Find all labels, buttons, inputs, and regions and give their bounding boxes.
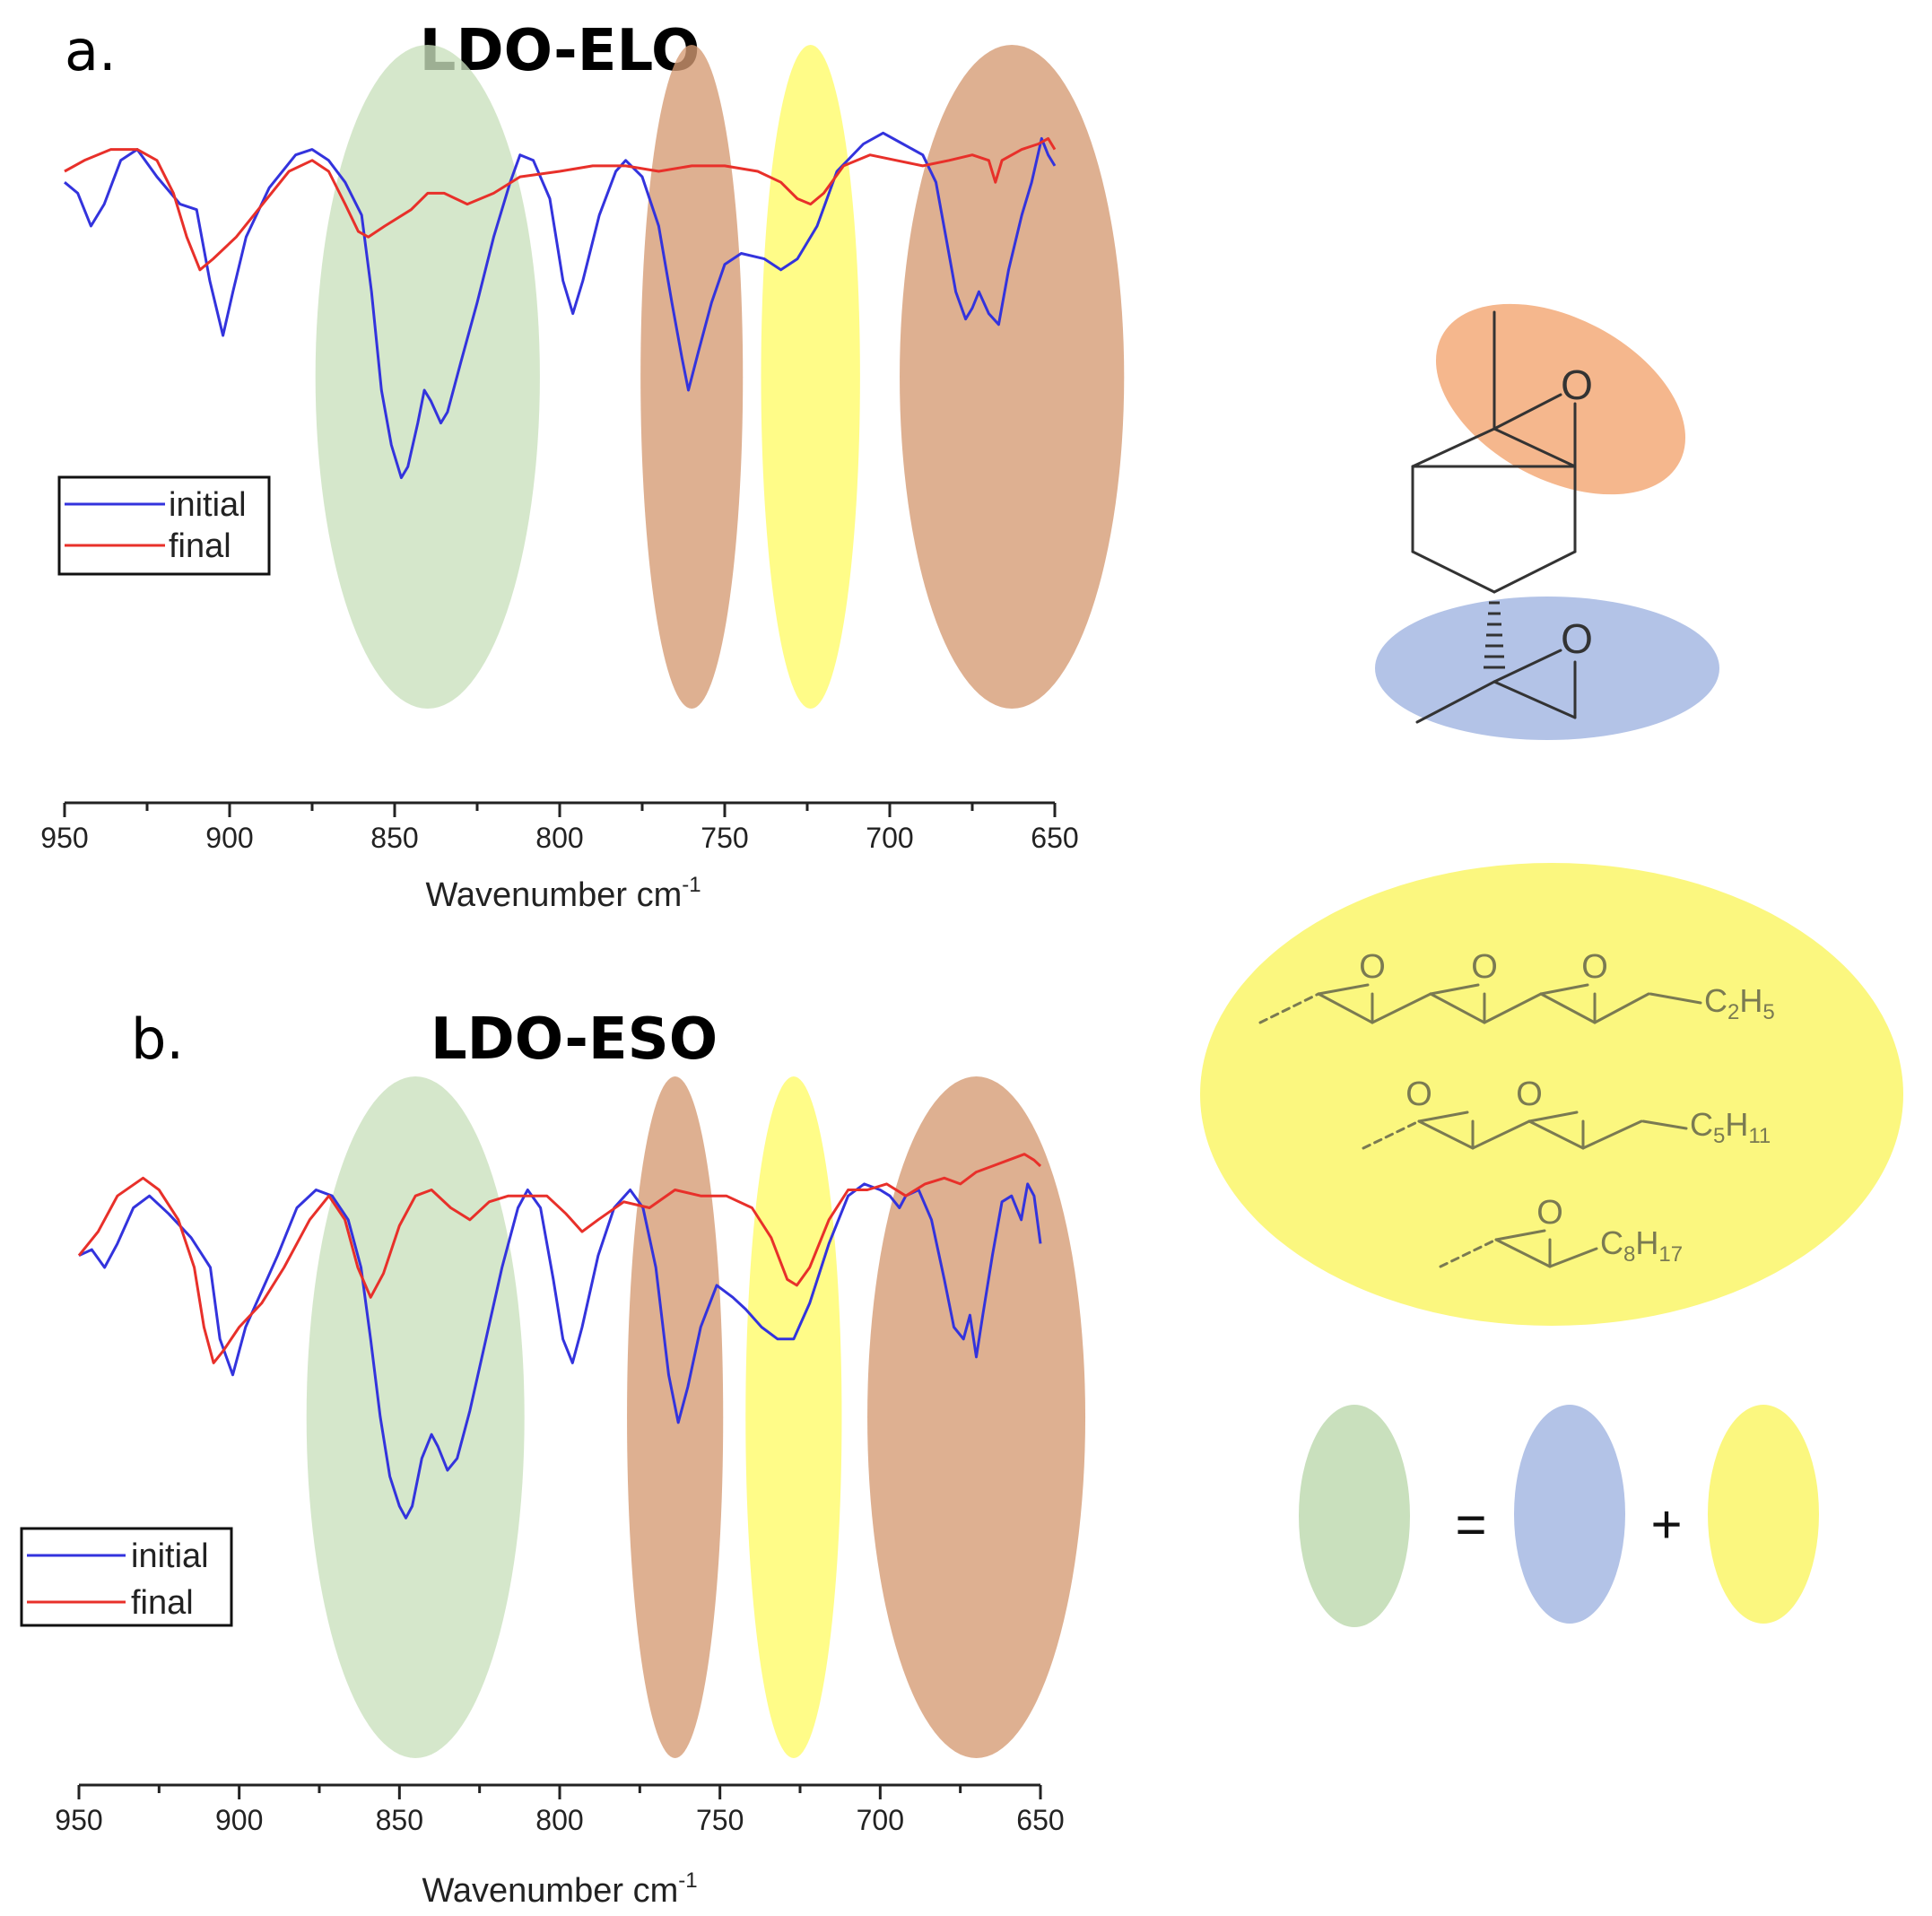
x-tick-label: 900 <box>205 822 253 854</box>
x-tick-label: 650 <box>1031 822 1078 854</box>
series-line-final <box>77 1153 1042 1364</box>
highlight-region-brown-4 <box>867 1076 1086 1758</box>
equation-equals: = <box>1455 1494 1486 1555</box>
equation-plus: + <box>1650 1494 1682 1555</box>
panel-b-label: b. <box>131 1006 184 1072</box>
panel-a: a. LDO-ELO 950 900 850 800 750 700 650 Wavenum… <box>40 18 1125 914</box>
series-line-initial <box>64 131 1057 480</box>
formula-c2h5: C2H5 <box>1704 982 1775 1024</box>
panel-a-series <box>64 131 1057 480</box>
x-tick-label: 650 <box>1016 1804 1064 1836</box>
legend-box <box>20 1527 233 1627</box>
panel-b-legend: initial final <box>20 1527 233 1627</box>
formula-c8h17: C8H17 <box>1600 1224 1683 1267</box>
highlight-region-yellow-3 <box>745 1076 842 1758</box>
panel-b: b. LDO-ESO 950 900 850 800 750 700 650 Wavenum… <box>20 1006 1086 1910</box>
ldo-molecule: O O <box>1375 303 1719 740</box>
oil-epoxide-highlight <box>1200 863 1903 1326</box>
x-tick-label: 750 <box>701 822 748 854</box>
side-epoxide-highlight <box>1375 597 1719 740</box>
x-tick-label: 950 <box>40 822 88 854</box>
panel-b-xlabel: Wavenumber cm-1 <box>422 1868 697 1910</box>
legend-box <box>57 475 271 576</box>
legend-final-label: final <box>131 1584 194 1622</box>
equation-yellow <box>1708 1405 1819 1624</box>
highlight-region-green-1 <box>315 45 540 709</box>
formula-c5h11: C5H11 <box>1690 1106 1771 1148</box>
oxygen-6: O <box>1536 1194 1563 1232</box>
panel-a-xlabel: Wavenumber cm-1 <box>425 873 701 914</box>
x-tick-label: 950 <box>55 1804 102 1836</box>
panel-a-label: a. <box>65 18 117 83</box>
x-tick-label: 850 <box>370 822 418 854</box>
x-tick-label: 800 <box>535 1804 583 1836</box>
panel-b-title: LDO-ESO <box>431 1006 718 1073</box>
ring-epoxide-highlight <box>1435 303 1686 495</box>
oxygen-1: O <box>1359 948 1386 986</box>
oil-chain-lines <box>1258 983 1702 1268</box>
equation-blue <box>1514 1405 1625 1624</box>
x-tick-label: 900 <box>215 1804 263 1836</box>
panel-b-highlight-regions <box>306 1076 1086 1758</box>
panel-a-highlight-regions <box>315 45 1125 709</box>
legend-final-label: final <box>169 527 231 565</box>
panel-a-x-axis: 950 900 850 800 750 700 650 <box>40 801 1079 854</box>
equation-green <box>1299 1405 1410 1627</box>
highlight-region-yellow-3 <box>761 45 860 709</box>
highlight-region-brown-4 <box>900 45 1125 709</box>
oxygen-2: O <box>1471 948 1498 986</box>
series-line-final <box>64 136 1057 272</box>
x-tick-label: 750 <box>696 1804 744 1836</box>
ldo-skeleton <box>1411 310 1577 724</box>
oxygen-5: O <box>1516 1076 1543 1113</box>
x-tick-label: 850 <box>376 1804 423 1836</box>
region-equation: = + <box>1299 1405 1819 1627</box>
panel-b-x-axis: 950 900 850 800 750 700 650 <box>55 1783 1065 1836</box>
oil-oxygens: O O O O O O <box>1359 948 1608 1232</box>
highlight-region-brown-2 <box>627 1076 724 1758</box>
ring-epoxide-oxygen: O <box>1561 361 1593 408</box>
series-line-initial <box>78 1182 1042 1520</box>
panel-b-series <box>77 1153 1042 1520</box>
panel-a-legend: initial final <box>57 475 271 576</box>
x-tick-label: 700 <box>857 1804 904 1836</box>
x-tick-label: 700 <box>866 822 913 854</box>
x-tick-label: 800 <box>535 822 583 854</box>
epoxidized-oil-molecule: O O O O O O C2H5 C5H11 C8H17 <box>1200 863 1903 1326</box>
highlight-region-green-1 <box>306 1076 525 1758</box>
side-epoxide-oxygen: O <box>1561 615 1593 662</box>
stereo-hash-bond <box>1484 601 1505 669</box>
legend-initial-label: initial <box>169 486 247 524</box>
oxygen-3: O <box>1581 948 1608 986</box>
legend-initial-label: initial <box>131 1537 209 1575</box>
oxygen-4: O <box>1405 1076 1432 1113</box>
